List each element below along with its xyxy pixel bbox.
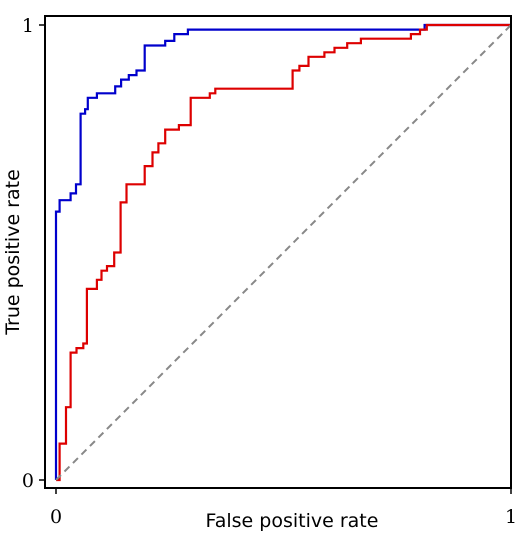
series-line-1	[54, 23, 511, 480]
y-tick-label: 1	[22, 15, 34, 37]
y-axis-label: True positive rate	[2, 169, 24, 336]
series-layer	[54, 23, 512, 482]
y-tick-label: 0	[22, 470, 34, 492]
series-line-3	[55, 24, 512, 481]
series-line-2	[56, 23, 511, 482]
plot-frame	[44, 15, 512, 489]
tick-layer: 0 1 0 1	[22, 15, 517, 528]
x-axis-label: False positive rate	[206, 510, 379, 532]
x-tick-label: 1	[505, 506, 517, 528]
x-tick-label: 0	[50, 506, 62, 528]
